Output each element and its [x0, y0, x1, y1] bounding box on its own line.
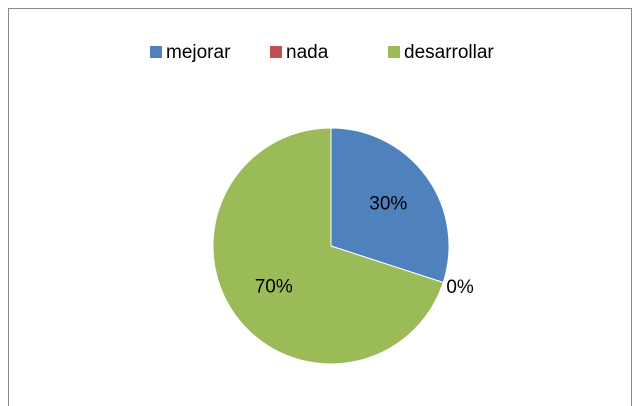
pie-slice	[212, 127, 444, 365]
legend-swatch	[270, 46, 282, 58]
legend-swatch	[150, 46, 162, 58]
legend-label: nada	[286, 42, 329, 63]
data-label: 70%	[255, 277, 293, 298]
data-label: 30%	[369, 193, 407, 214]
pie-slice	[330, 127, 450, 284]
data-label: 0%	[446, 277, 474, 298]
legend-label: desarrollar	[404, 42, 494, 63]
legend-swatch	[388, 46, 400, 58]
legend-label: mejorar	[166, 42, 231, 63]
